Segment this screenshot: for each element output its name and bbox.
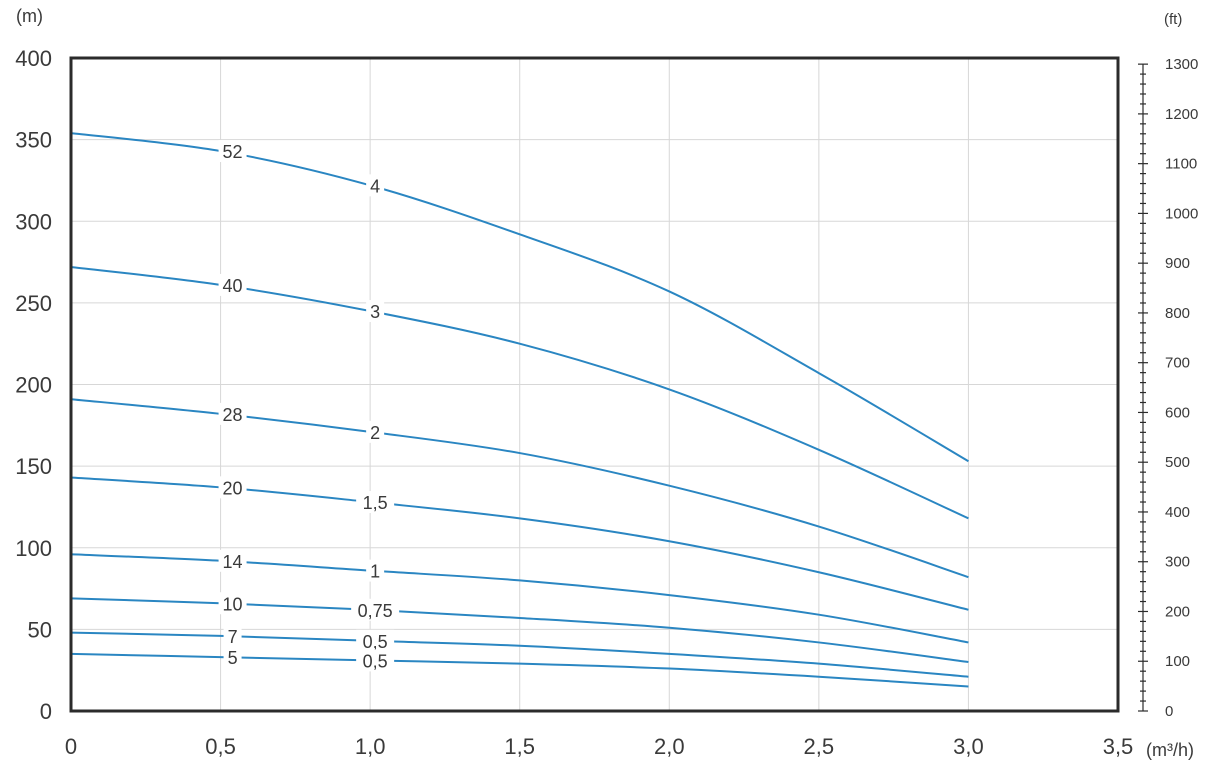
grid-lines xyxy=(71,58,1118,711)
curve-label-background xyxy=(218,140,247,163)
ft-tick-label: 300 xyxy=(1165,554,1190,571)
plot-frame xyxy=(69,56,1120,713)
right-axis-unit-label: (ft) xyxy=(1164,11,1182,28)
ft-tick-label: 100 xyxy=(1165,653,1190,670)
curve-label-background xyxy=(366,559,385,582)
x-axis-ticks: 0 0,5 1,0 1,5 2,0 2,5 3,0 3,5 xyxy=(65,734,1133,759)
curve-stages-label: 28 xyxy=(223,405,243,425)
x-tick-label: 0,5 xyxy=(205,734,236,759)
curve-label-background xyxy=(366,420,385,443)
ft-tick-label: 500 xyxy=(1165,454,1190,471)
x-tick-label: 3,0 xyxy=(953,734,984,759)
curve-label-background xyxy=(356,629,395,652)
curve-power-label: 1,5 xyxy=(363,493,388,513)
y-tick-label: 100 xyxy=(15,536,52,561)
curve-labels: 52 4 40 3 28 2 20 1,5 14 1 10 0,75 7 0,5 5 0,5 xyxy=(218,140,400,672)
curve-power-label: 0,75 xyxy=(358,601,393,621)
curve-stages-label: 20 xyxy=(223,478,243,498)
curve-power-label: 3 xyxy=(370,302,380,322)
curve-label-background xyxy=(223,646,242,669)
curve-stages-label: 14 xyxy=(223,552,243,572)
y-tick-label: 400 xyxy=(15,46,52,71)
curve-power-label: 0,5 xyxy=(363,632,388,652)
ft-tick-label: 1000 xyxy=(1165,205,1198,222)
curve-power-label: 2 xyxy=(370,423,380,443)
curve-label-background xyxy=(366,174,385,197)
y-tick-label: 250 xyxy=(15,291,52,316)
y-tick-label: 150 xyxy=(15,454,52,479)
ft-tick-label: 200 xyxy=(1165,603,1190,620)
ft-tick-label: 1300 xyxy=(1165,56,1198,73)
curve-label-background xyxy=(351,598,400,621)
curve-stages-label: 10 xyxy=(223,594,243,614)
y-tick-label: 350 xyxy=(15,128,52,153)
curve-stages-label: 5 xyxy=(228,648,238,668)
curve-stages-label: 40 xyxy=(223,276,243,296)
x-tick-label: 1,0 xyxy=(355,734,386,759)
x-tick-label: 2,5 xyxy=(804,734,835,759)
ft-tick-label: 600 xyxy=(1165,404,1190,421)
curve-label-background xyxy=(218,476,247,499)
x-tick-label: 2,0 xyxy=(654,734,685,759)
y-tick-label: 0 xyxy=(40,699,52,724)
ft-tick-label: 700 xyxy=(1165,355,1190,372)
performance-curve-7-stages xyxy=(70,631,969,678)
y-axis-ticks: 0 50 100 150 200 250 300 350 400 xyxy=(15,46,52,724)
ft-tick-label: 1100 xyxy=(1165,156,1197,173)
ft-tick-label: 0 xyxy=(1165,703,1173,720)
x-tick-label: 3,5 xyxy=(1103,734,1134,759)
curve-power-label: 1 xyxy=(370,562,380,582)
right-ft-axis: 0 100 200 300 400 500 600 700 800 900 1000 1100 1200… xyxy=(1138,56,1198,720)
y-tick-label: 300 xyxy=(15,209,52,234)
y-tick-label: 50 xyxy=(28,617,52,642)
curve-power-label: 4 xyxy=(370,176,380,196)
curve-label-background xyxy=(356,491,395,514)
ft-tick-label: 900 xyxy=(1165,255,1190,272)
ft-tick-label: 800 xyxy=(1165,305,1190,322)
curve-stages-label: 7 xyxy=(228,627,238,647)
ft-tick-label: 400 xyxy=(1165,504,1190,521)
x-tick-label: 1,5 xyxy=(504,734,535,759)
curve-label-background xyxy=(218,273,247,296)
curve-label-background xyxy=(366,300,385,323)
curve-stages-label: 52 xyxy=(223,142,243,162)
curve-label-background xyxy=(218,592,247,615)
x-tick-label: 0 xyxy=(65,734,77,759)
y-tick-label: 200 xyxy=(15,373,52,398)
curve-power-label: 0,5 xyxy=(363,651,388,671)
performance-curve-5-stages xyxy=(70,652,969,688)
curve-label-background xyxy=(218,549,247,572)
ft-tick-label: 1200 xyxy=(1165,106,1198,123)
x-axis-unit-label: (m³/h) xyxy=(1146,740,1194,760)
curve-label-background xyxy=(218,402,247,425)
curve-label-background xyxy=(223,624,242,647)
y-axis-unit-label: (m) xyxy=(16,6,43,26)
curve-label-background xyxy=(356,649,395,672)
